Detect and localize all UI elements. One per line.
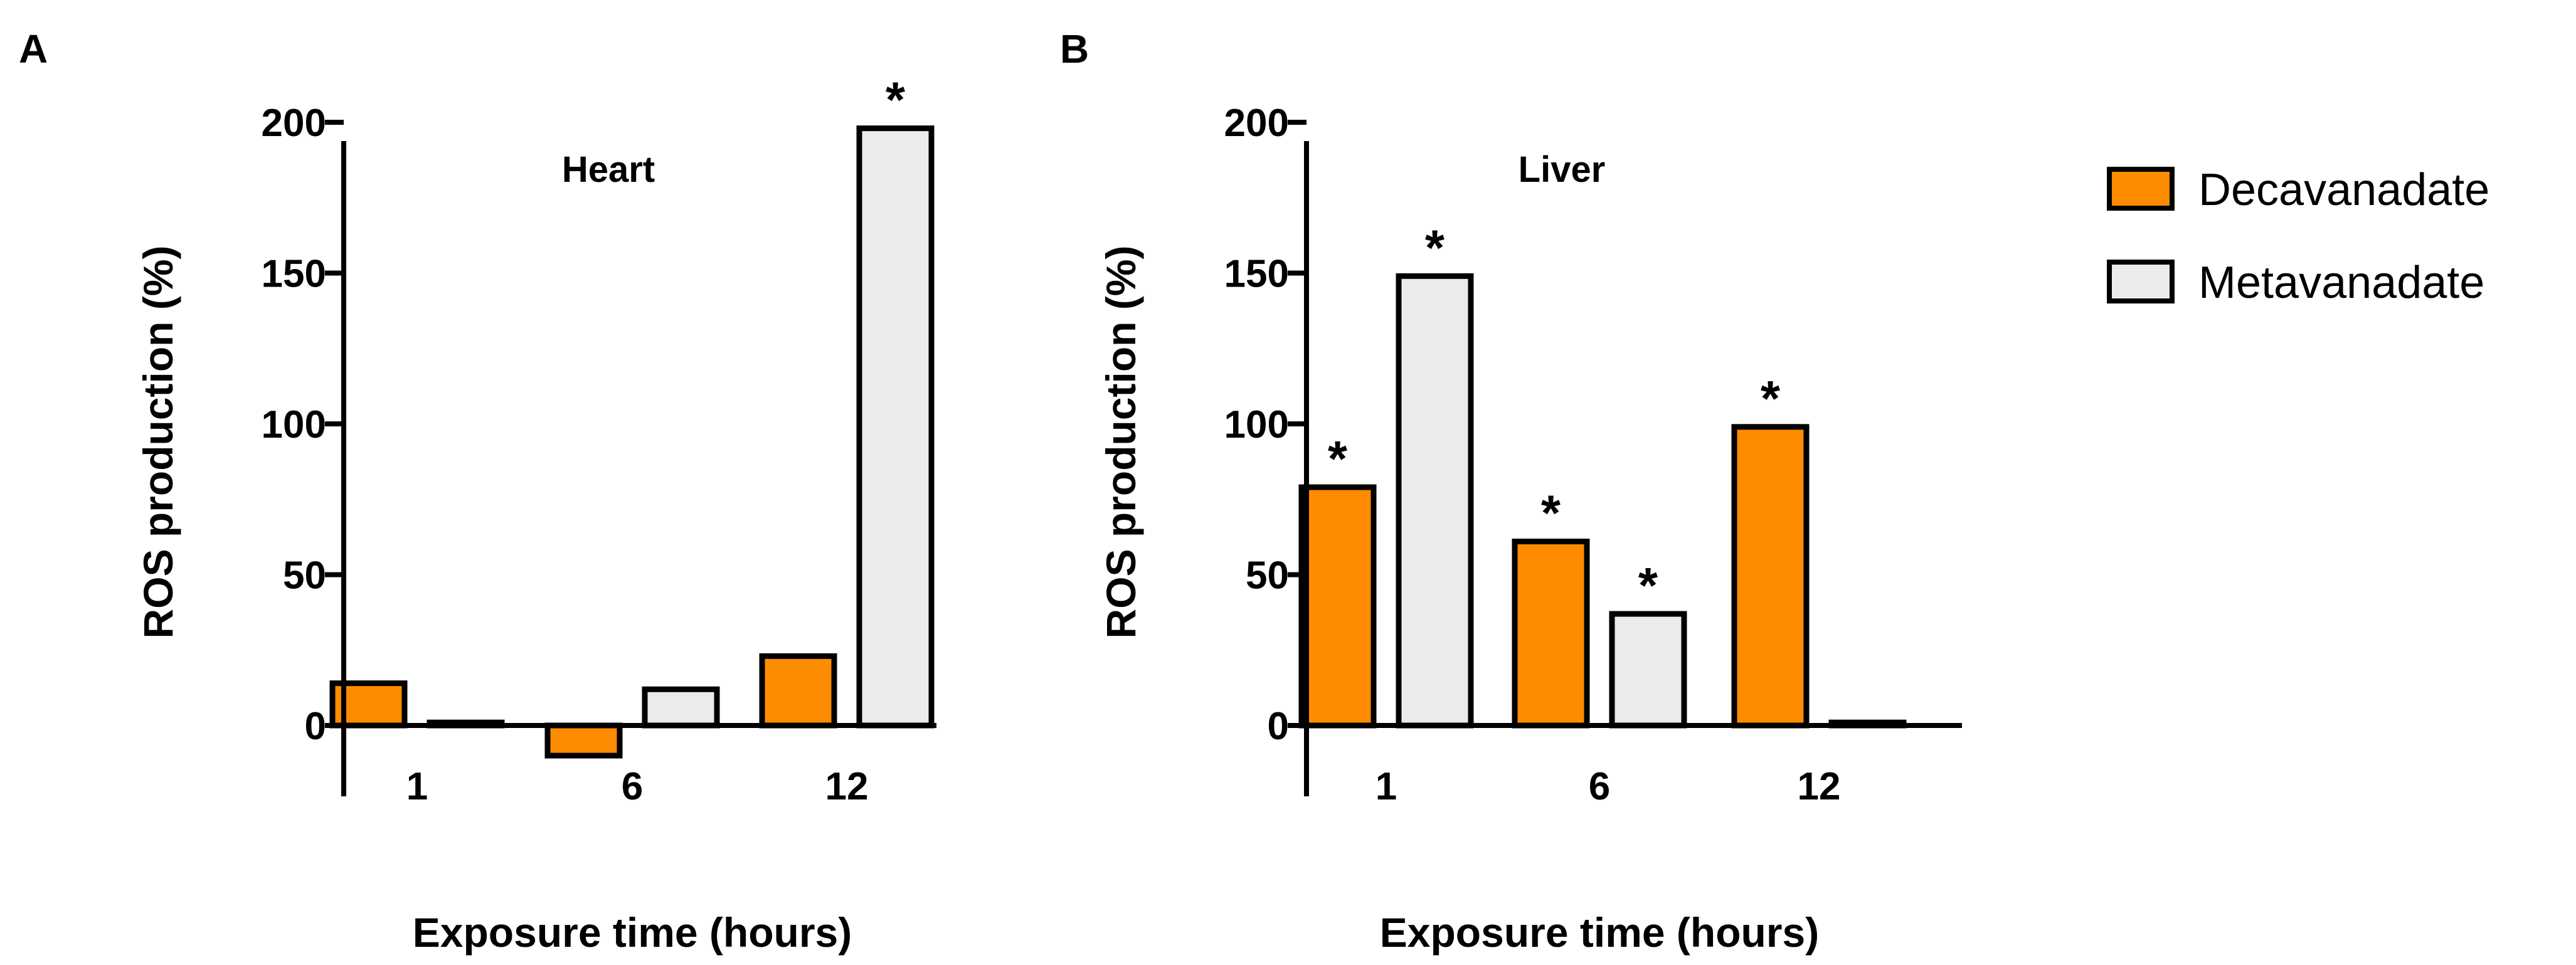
y-tick-label: 0 xyxy=(1268,705,1289,748)
legend-swatch-metavanadate xyxy=(2107,260,2175,303)
y-tick-label: 0 xyxy=(305,705,326,748)
significance-marker: * xyxy=(1425,219,1445,275)
panel-b-y-axis-title: ROS production (%) xyxy=(1098,246,1144,639)
y-tick-label: 200 xyxy=(262,102,326,145)
bar-decavanadate-6 xyxy=(544,722,623,759)
x-tick-label: 12 xyxy=(825,765,869,808)
panel-a-bars xyxy=(329,125,935,759)
legend-swatch-decavanadate xyxy=(2107,167,2175,211)
bar-decavanadate-12 xyxy=(759,653,837,729)
panel-a-x-ticks: 1 6 12 xyxy=(406,765,869,808)
significance-marker: * xyxy=(1638,557,1658,613)
y-tick-label: 150 xyxy=(262,253,326,296)
panel-a-letter: A xyxy=(19,26,48,71)
y-tick-label: 50 xyxy=(1246,554,1289,598)
y-tick-label: 50 xyxy=(283,554,326,598)
bar-decavanadate-1 xyxy=(1298,484,1377,729)
legend-label-metavanadate: Metavanadate xyxy=(2198,258,2484,308)
panel-a-x-axis-title: Exposure time (hours) xyxy=(413,909,852,956)
panel-b-y-ticks: 0 50 100 150 200 xyxy=(1224,102,1307,748)
panel-a-heart-chart: A Heart ROS production (%) Exposure time… xyxy=(19,26,936,956)
legend-item-decavanadate: Decavanadate xyxy=(2107,165,2489,215)
x-tick-label: 6 xyxy=(622,765,643,808)
panel-b-title: Liver xyxy=(1519,149,1606,190)
bar-metavanadate-6 xyxy=(642,686,720,729)
significance-marker: * xyxy=(1541,485,1561,541)
panel-a-y-axis-title: ROS production (%) xyxy=(135,246,181,639)
bar-decavanadate-12 xyxy=(1731,424,1810,729)
bar-metavanadate-6 xyxy=(1609,611,1687,729)
bar-metavanadate-1 xyxy=(1396,273,1474,729)
y-tick-label: 200 xyxy=(1224,102,1289,145)
significance-marker: * xyxy=(886,72,906,128)
panel-a-y-ticks: 0 50 100 150 200 xyxy=(262,102,344,748)
legend: Decavanadate Metavanadate xyxy=(2107,165,2489,308)
panel-b-bars xyxy=(1298,273,1907,729)
bar-metavanadate-12 xyxy=(856,125,935,729)
x-tick-label: 1 xyxy=(1375,765,1397,808)
bar-decavanadate-6 xyxy=(1512,539,1590,729)
legend-item-metavanadate: Metavanadate xyxy=(2107,258,2484,308)
x-tick-label: 6 xyxy=(1589,765,1610,808)
y-tick-label: 100 xyxy=(262,403,326,446)
y-tick-label: 100 xyxy=(1224,403,1289,446)
panel-b-letter: B xyxy=(1060,26,1089,71)
x-tick-label: 12 xyxy=(1798,765,1841,808)
significance-marker: * xyxy=(1761,371,1781,426)
panel-b-x-axis-title: Exposure time (hours) xyxy=(1380,909,1819,956)
panel-b-significance-markers: * * * * * xyxy=(1328,219,1781,613)
x-tick-label: 1 xyxy=(406,765,428,808)
y-tick-label: 150 xyxy=(1224,253,1289,296)
panel-b-x-ticks: 1 6 12 xyxy=(1375,765,1841,808)
significance-marker: * xyxy=(1328,431,1348,487)
panel-a-title: Heart xyxy=(562,149,655,190)
panel-b-liver-chart: B Liver ROS production (%) Exposure time… xyxy=(1060,26,1962,956)
panel-a-significance-markers: * xyxy=(886,72,906,128)
legend-label-decavanadate: Decavanadate xyxy=(2198,165,2489,215)
